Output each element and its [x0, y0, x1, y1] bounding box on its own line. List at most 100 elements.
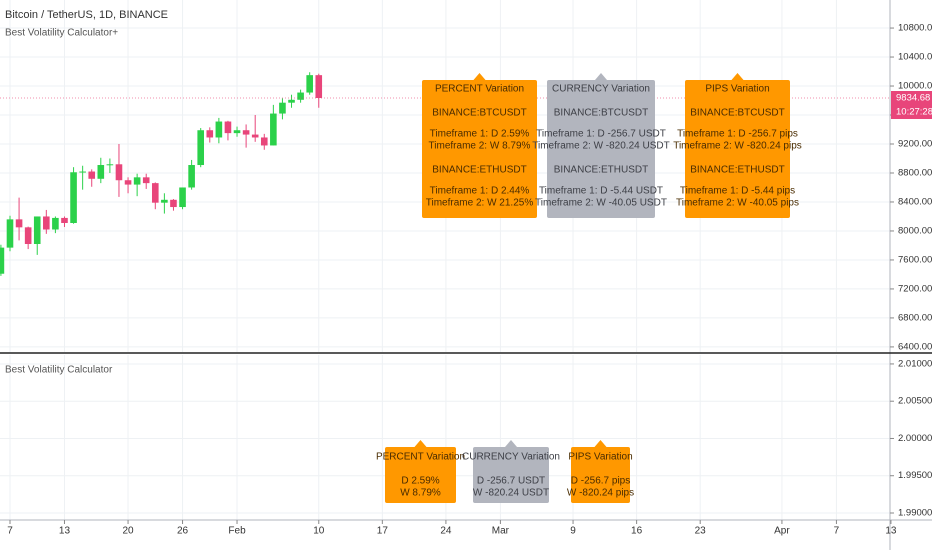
symbol-title: Bitcoin / TetherUS, 1D, BINANCE — [5, 9, 168, 21]
countdown-label: 10:27:28 — [896, 107, 932, 118]
countdown-box — [891, 105, 932, 120]
panel-symbol: BINANCE:ETHUSDT — [690, 165, 784, 176]
candle-body — [188, 165, 195, 188]
indicator-title: Best Volatility Calculator+ — [5, 28, 118, 39]
panel-line: Timeframe 2: W 21.25% — [426, 198, 534, 209]
panel-line: Timeframe 1: D -256.7 pips — [677, 129, 798, 140]
y-tick-label: 9200.00 — [898, 139, 932, 150]
variation-panel-pointer — [473, 73, 486, 80]
candle-body — [61, 217, 68, 223]
panel-title: PIPS Variation — [705, 84, 769, 95]
candle-body — [106, 164, 114, 166]
x-tick-label: 10 — [313, 526, 325, 537]
last-price-box — [891, 91, 932, 106]
candle-body — [270, 113, 277, 146]
candle-body — [242, 130, 250, 135]
panel-title: CURRENCY Variation — [462, 452, 560, 463]
summary-panel-pointer — [414, 440, 427, 447]
y-tick-label: 1.990000 — [898, 508, 932, 519]
variation-panel-pointer — [731, 73, 744, 80]
panel-line: D 2.59% — [401, 476, 439, 487]
x-tick-label: Feb — [228, 526, 246, 537]
candle-body — [161, 199, 168, 203]
candle-body — [297, 92, 304, 100]
candle-body — [79, 171, 86, 173]
panel-line: Timeframe 2: W -40.05 pips — [676, 198, 799, 209]
candle-body — [133, 177, 141, 185]
candle-body — [170, 199, 177, 208]
y-tick-label: 8000.00 — [898, 225, 932, 236]
last-price-label: 9834.68 — [896, 93, 930, 104]
x-tick-label: 17 — [377, 526, 389, 537]
x-tick-label: 20 — [122, 526, 134, 537]
y-tick-label: 10000.00 — [898, 81, 932, 92]
candle-body — [215, 121, 223, 138]
y-tick-label: 8400.00 — [898, 196, 932, 207]
summary-panel — [473, 447, 549, 503]
x-tick-label: 7 — [7, 526, 13, 537]
candle-body — [233, 130, 241, 134]
candle-body — [43, 216, 50, 230]
panel-line: Timeframe 1: D -5.44 USDT — [539, 186, 663, 197]
candle-body — [279, 102, 286, 114]
x-tick-label: 7 — [834, 526, 840, 537]
panel-line: W 8.79% — [400, 488, 441, 499]
panel-line: D -256.7 USDT — [477, 476, 545, 487]
x-tick-label: 13 — [885, 526, 897, 537]
y-tick-label: 10800.00 — [898, 23, 932, 34]
y-tick-label: 10400.00 — [898, 52, 932, 63]
summary-panel-pointer — [594, 440, 607, 447]
panel-line: Timeframe 1: D -256.7 USDT — [536, 129, 666, 140]
summary-panel — [571, 447, 630, 503]
x-tick-label: Apr — [774, 526, 790, 537]
candle-body — [306, 75, 313, 93]
panel-title: PIPS Variation — [568, 452, 632, 463]
candle-body — [260, 137, 268, 146]
indicator-pane-title: Best Volatility Calculator — [5, 365, 113, 376]
panel-line: Timeframe 2: W -40.05 USDT — [535, 198, 667, 209]
candle-body — [124, 180, 132, 185]
y-tick-label: 6800.00 — [898, 312, 932, 323]
candle-body — [115, 164, 123, 181]
x-tick-label: 9 — [570, 526, 576, 537]
candle-body — [251, 134, 259, 138]
summary-panel — [385, 447, 456, 503]
panel-line: Timeframe 2: W -820.24 pips — [673, 141, 802, 152]
y-tick-label: 1.995000 — [898, 470, 932, 481]
candle-body — [24, 227, 32, 245]
candle-body — [288, 99, 295, 103]
panel-line: W -820.24 USDT — [473, 488, 549, 499]
candle-body — [70, 172, 77, 223]
candle-body — [206, 130, 214, 138]
candle-body — [151, 183, 159, 203]
x-tick-label: Mar — [492, 526, 510, 537]
candle-body — [15, 219, 23, 228]
x-tick-label: 23 — [695, 526, 707, 537]
panel-symbol: BINANCE:BTCUSDT — [432, 108, 526, 119]
y-tick-label: 8800.00 — [898, 168, 932, 179]
panel-title: PERCENT Variation — [376, 452, 465, 463]
panel-title: CURRENCY Variation — [552, 84, 650, 95]
variation-panel — [685, 80, 790, 218]
candle-body — [224, 121, 232, 134]
panel-symbol: BINANCE:BTCUSDT — [690, 108, 784, 119]
y-tick-label: 7600.00 — [898, 254, 932, 265]
variation-panel — [422, 80, 537, 218]
candle-body — [179, 187, 186, 208]
x-tick-label: 13 — [59, 526, 71, 537]
candle-body — [142, 177, 150, 184]
candle-body — [0, 247, 5, 274]
variation-panel-pointer — [595, 73, 607, 80]
marks — [0, 72, 323, 276]
candle-body — [315, 75, 323, 99]
panel-line: Timeframe 2: W -820.24 USDT — [532, 141, 669, 152]
candle-body — [33, 216, 41, 245]
candle-body — [197, 130, 205, 166]
panel-symbol: BINANCE:BTCUSDT — [554, 108, 648, 119]
y-tick-label: 2.005000 — [898, 396, 932, 407]
x-tick-label: 24 — [440, 526, 452, 537]
panel-line: Timeframe 2: W 8.79% — [429, 141, 531, 152]
panel-line: Timeframe 1: D 2.59% — [430, 129, 530, 140]
